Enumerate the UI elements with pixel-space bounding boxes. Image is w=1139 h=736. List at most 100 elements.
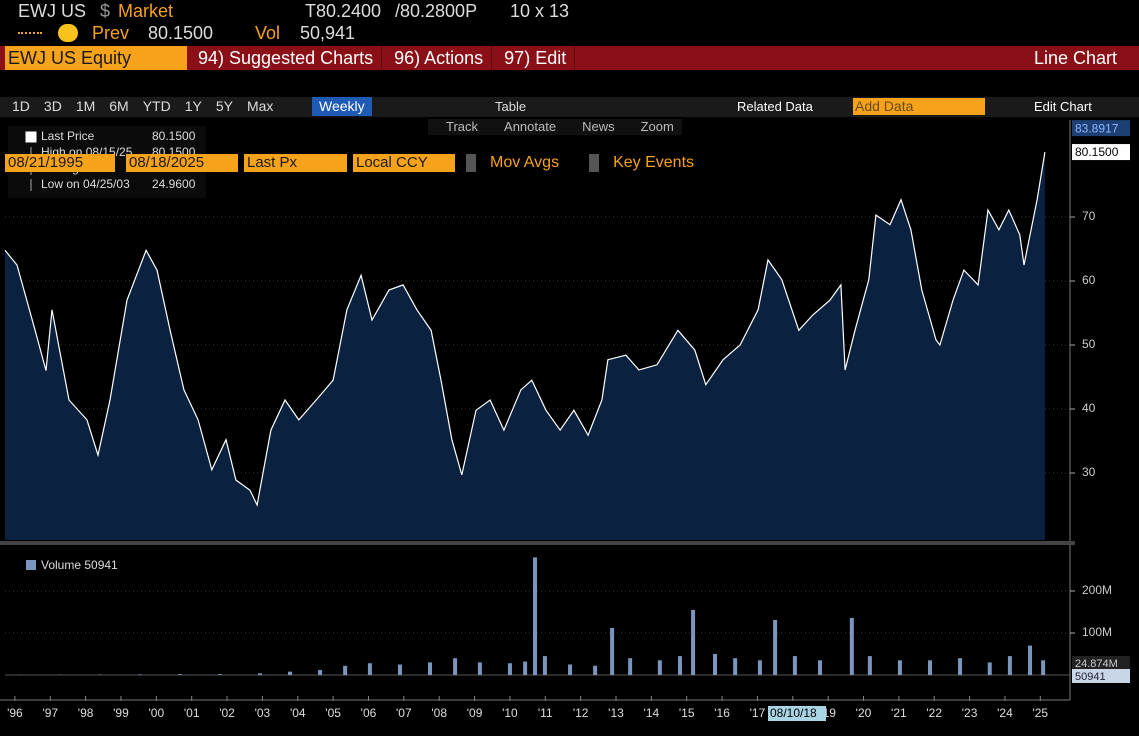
x-tick-label: '22: [926, 706, 942, 720]
y-tick-label: 100M: [1082, 625, 1112, 639]
field[interactable]: Last Px: [244, 154, 347, 172]
period-button[interactable]: 3D: [43, 98, 62, 114]
volume-bar: [849, 617, 854, 675]
currency: $: [100, 1, 111, 21]
x-tick-label: '21: [891, 706, 907, 720]
legend-symbol: [25, 131, 37, 143]
period-button[interactable]: YTD: [142, 98, 171, 114]
start-date[interactable]: 08/21/1995: [5, 154, 115, 172]
volume-bar: [628, 658, 633, 675]
volume-bar: [1007, 656, 1012, 675]
period-button[interactable]: 5Y: [215, 98, 233, 114]
menu-item[interactable]: 97) Edit: [496, 46, 576, 70]
x-tick-label: '20: [856, 706, 872, 720]
x-tick-label: '96: [7, 706, 23, 720]
period-button[interactable]: 1Y: [184, 98, 202, 114]
legend-label: Low on 04/25/03: [41, 177, 130, 191]
icon: [58, 24, 78, 42]
y-tick-label: 30: [1082, 465, 1096, 479]
x-tick-label: '23: [962, 706, 978, 720]
x-tick-label: '98: [78, 706, 94, 720]
chart-type: Line Chart: [1033, 48, 1117, 68]
tool[interactable]: Annotate: [504, 119, 557, 134]
volume-legend-icon: [26, 560, 36, 570]
option[interactable]: Mov Avgs: [466, 154, 559, 172]
related-data[interactable]: Related Data: [737, 99, 813, 114]
volume-bar: [453, 658, 458, 675]
volume-bar: [593, 665, 598, 675]
x-tick-label: '11: [538, 706, 553, 720]
volume-bar: [138, 674, 143, 675]
x-tick-label: '19: [820, 706, 836, 720]
volume-bar: [897, 660, 902, 675]
volume-bar: [568, 664, 573, 675]
x-tick-label: '03: [255, 706, 271, 720]
volume-bar: [523, 661, 528, 675]
edit-chart[interactable]: Edit Chart: [1034, 99, 1092, 114]
quote-row: EWJ US $ Market T80.2400 /80.2800P 10 x …: [0, 0, 1139, 22]
menu-item[interactable]: 94) Suggested Charts: [190, 46, 383, 70]
x-tick-label: '00: [149, 706, 165, 720]
volume-bar: [792, 656, 797, 675]
add-data[interactable]: Add Data: [853, 98, 985, 115]
y-tick-label: 50: [1082, 337, 1096, 351]
y-tick-label: 200M: [1082, 583, 1112, 597]
volume-bar: [217, 674, 222, 675]
volume-bar: [867, 656, 872, 675]
options: Mov Avgs Key Events: [466, 154, 724, 172]
crosshair-bg: [768, 706, 826, 721]
x-tick-label: '09: [467, 706, 483, 720]
x-tick-label: '12: [573, 706, 589, 720]
volume-tag: 24.874M: [1075, 658, 1118, 670]
menu-item[interactable]: 96) Actions: [386, 46, 493, 70]
period-button[interactable]: 6M: [109, 98, 129, 114]
volume-bar: [773, 619, 778, 675]
tool[interactable]: News: [582, 119, 615, 134]
x-tick-label: '16: [714, 706, 730, 720]
last-tag: 80.1500: [1075, 145, 1119, 159]
frequency[interactable]: Weekly: [312, 97, 372, 116]
ticker: EWJ US: [18, 1, 87, 21]
volume-tag-bg: [1072, 656, 1130, 670]
legend-symbol: [26, 180, 36, 190]
period-button[interactable]: 1M: [75, 98, 96, 114]
volume-bar: [1028, 645, 1033, 675]
x-tick-label: '18: [785, 706, 801, 720]
last-price: T80.2400: [305, 1, 382, 21]
volume-bar: [987, 662, 992, 675]
menu-items: 94) Suggested Charts 96) Actions 97) Edit: [190, 46, 579, 70]
y-tick-label: 60: [1082, 273, 1096, 287]
legend-label: Last Price: [41, 129, 95, 143]
prev-row: Prev 80.1500 Vol 50,941: [0, 22, 1139, 44]
market: Market: [118, 1, 174, 21]
price-area: [5, 152, 1045, 540]
legend-value: 80.1500: [152, 129, 196, 143]
security[interactable]: EWJ US Equity: [5, 46, 187, 70]
period-button[interactable]: 1D: [12, 98, 30, 114]
x-tick-label: '07: [396, 706, 412, 720]
volume-bar: [318, 669, 323, 675]
last-tag-bg: [1072, 144, 1130, 161]
volume-bar: [713, 654, 717, 675]
tool[interactable]: Track: [446, 119, 479, 134]
table-button[interactable]: Table: [495, 99, 527, 114]
volume-bar: [610, 627, 615, 675]
tool[interactable]: Zoom: [640, 119, 674, 134]
currency-select[interactable]: Local CCY: [353, 154, 455, 172]
end-date[interactable]: 08/18/2025: [126, 154, 238, 172]
y-tick-label: 70: [1082, 209, 1096, 223]
prev-value: 80.1500: [148, 23, 214, 43]
x-tick-label: '06: [361, 706, 377, 720]
size: 10 x 13: [510, 1, 570, 21]
period-button[interactable]: Max: [246, 98, 274, 114]
volume-tag-bg: [1072, 669, 1130, 683]
volume-bar: [428, 662, 433, 675]
crosshair-date: 08/10/18: [770, 706, 817, 720]
volume-bar: [927, 660, 932, 675]
dots: [18, 32, 42, 36]
volume-bar: [958, 658, 963, 675]
option[interactable]: Key Events: [589, 154, 694, 172]
settings-row: 08/21/1995 08/18/2025 Last Px Local CCY …: [0, 76, 1139, 172]
volume-bar: [257, 673, 262, 675]
